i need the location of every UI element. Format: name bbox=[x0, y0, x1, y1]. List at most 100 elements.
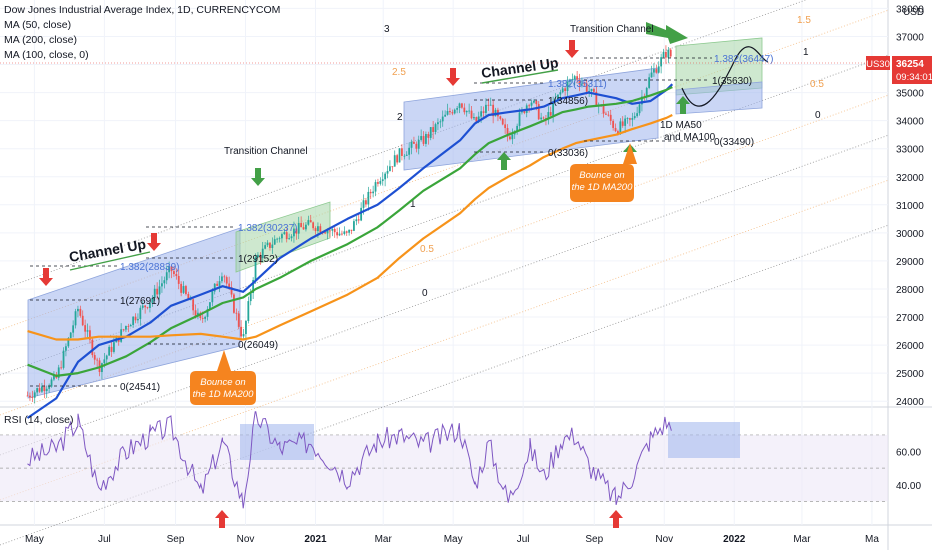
candle-body bbox=[266, 242, 269, 246]
candle-body bbox=[129, 324, 132, 327]
legend-ma50[interactable]: MA (50, close) bbox=[4, 19, 72, 31]
candle-body bbox=[101, 363, 103, 373]
red-arrow-1 bbox=[39, 268, 53, 286]
candle-body bbox=[221, 276, 223, 282]
candle-body bbox=[139, 307, 142, 319]
candle-body bbox=[233, 294, 235, 313]
candle-body bbox=[499, 116, 502, 119]
ma-line-200 bbox=[27, 114, 673, 341]
candle-body bbox=[377, 182, 379, 184]
rsi-highlight-2 bbox=[668, 422, 740, 458]
candle-body bbox=[278, 238, 281, 240]
candle-body bbox=[144, 305, 147, 308]
candle-body bbox=[408, 147, 411, 155]
price-tick: 31000 bbox=[896, 201, 924, 212]
candle-body bbox=[667, 49, 670, 58]
candle-body bbox=[489, 104, 492, 106]
fib-level-label: 1 bbox=[803, 47, 809, 58]
price-tick: 24000 bbox=[896, 397, 924, 408]
candle-body bbox=[653, 69, 655, 73]
transition-channel-label-2: Transition Channel bbox=[570, 24, 654, 35]
candle-body bbox=[38, 388, 41, 392]
candle-body bbox=[461, 103, 463, 108]
candle-body bbox=[240, 326, 243, 337]
candle-body bbox=[153, 288, 156, 298]
candle-body bbox=[84, 325, 87, 332]
ma-note-line-2: and MA100 bbox=[664, 132, 716, 143]
price-tick: 33000 bbox=[896, 145, 924, 156]
symbol-badge bbox=[866, 56, 890, 70]
rsi-legend[interactable]: RSI (14, close) bbox=[4, 414, 74, 426]
candle-body bbox=[343, 231, 346, 234]
candle-body bbox=[557, 94, 559, 100]
legend-ma200[interactable]: MA (200, close) bbox=[4, 34, 77, 46]
candle-body bbox=[86, 330, 89, 332]
red-arrow-2 bbox=[147, 233, 161, 251]
candle-body bbox=[626, 118, 629, 119]
candle-body bbox=[271, 244, 274, 249]
candle-body bbox=[542, 117, 545, 119]
candle-body bbox=[456, 108, 459, 110]
candle-body bbox=[36, 388, 39, 393]
candle-body bbox=[324, 232, 327, 234]
candle-body bbox=[655, 69, 658, 73]
candle-body bbox=[389, 166, 391, 171]
candle-body bbox=[288, 238, 291, 240]
candle-body bbox=[401, 148, 403, 156]
candle-body bbox=[283, 232, 286, 235]
candle-body bbox=[45, 388, 48, 392]
price-axis: USD3800037000360003500034000330003200031… bbox=[0, 4, 932, 492]
candle-body bbox=[585, 83, 588, 92]
level-3-1-label: 1(34856) bbox=[548, 96, 588, 107]
candle-body bbox=[273, 239, 276, 245]
candle-body bbox=[264, 245, 267, 249]
candle-body bbox=[357, 219, 360, 221]
bounce-callout-2-tip bbox=[623, 143, 637, 164]
fib-level-label: 3 bbox=[384, 24, 390, 35]
candle-body bbox=[257, 254, 259, 258]
candle-body bbox=[317, 226, 319, 232]
candle-body bbox=[434, 124, 437, 132]
candle-body bbox=[662, 51, 665, 58]
candle-body bbox=[516, 125, 519, 132]
candle-body bbox=[103, 359, 106, 364]
chart-title: Dow Jones Industrial Average Index, 1D, … bbox=[4, 4, 281, 16]
candle-body bbox=[487, 104, 490, 106]
green-arrow-up-3 bbox=[676, 96, 690, 114]
candle-body bbox=[413, 141, 415, 144]
fib-level-label: 2 bbox=[397, 112, 403, 123]
candle-body bbox=[305, 224, 307, 230]
candle-body bbox=[449, 111, 451, 113]
candle-body bbox=[60, 367, 63, 369]
candle-body bbox=[33, 392, 36, 398]
candle-body bbox=[578, 79, 581, 85]
level-1-382-label: 1.382(28839) bbox=[120, 262, 180, 273]
legend-ma100[interactable]: MA (100, close, 0) bbox=[4, 49, 89, 61]
candle-body bbox=[432, 127, 435, 132]
candle-body bbox=[609, 114, 612, 121]
red-arrow-rsi-2 bbox=[609, 510, 623, 528]
candle-body bbox=[549, 112, 552, 116]
candle-body bbox=[74, 311, 77, 326]
candle-body bbox=[213, 283, 216, 292]
candle-body bbox=[201, 317, 204, 319]
candle-body bbox=[379, 181, 382, 184]
candle-body bbox=[420, 136, 423, 140]
candle-body bbox=[182, 286, 185, 293]
transition-channel-label-1: Transition Channel bbox=[224, 146, 308, 157]
green-arrow-up-1 bbox=[497, 152, 511, 170]
candle-body bbox=[127, 325, 130, 327]
candle-body bbox=[189, 299, 192, 301]
candle-body bbox=[120, 329, 123, 342]
red-arrow-rsi-1 bbox=[215, 510, 229, 528]
candle-body bbox=[26, 395, 29, 397]
candle-body bbox=[396, 155, 399, 163]
candle-body bbox=[300, 223, 303, 228]
candle-body bbox=[365, 200, 367, 205]
candle-body bbox=[427, 134, 430, 138]
candle-body bbox=[429, 127, 432, 138]
candle-body bbox=[319, 226, 322, 233]
level-lines: 1.382(28839) 1(27691) 0(26049) 0(24541) 1.38… bbox=[30, 54, 774, 393]
